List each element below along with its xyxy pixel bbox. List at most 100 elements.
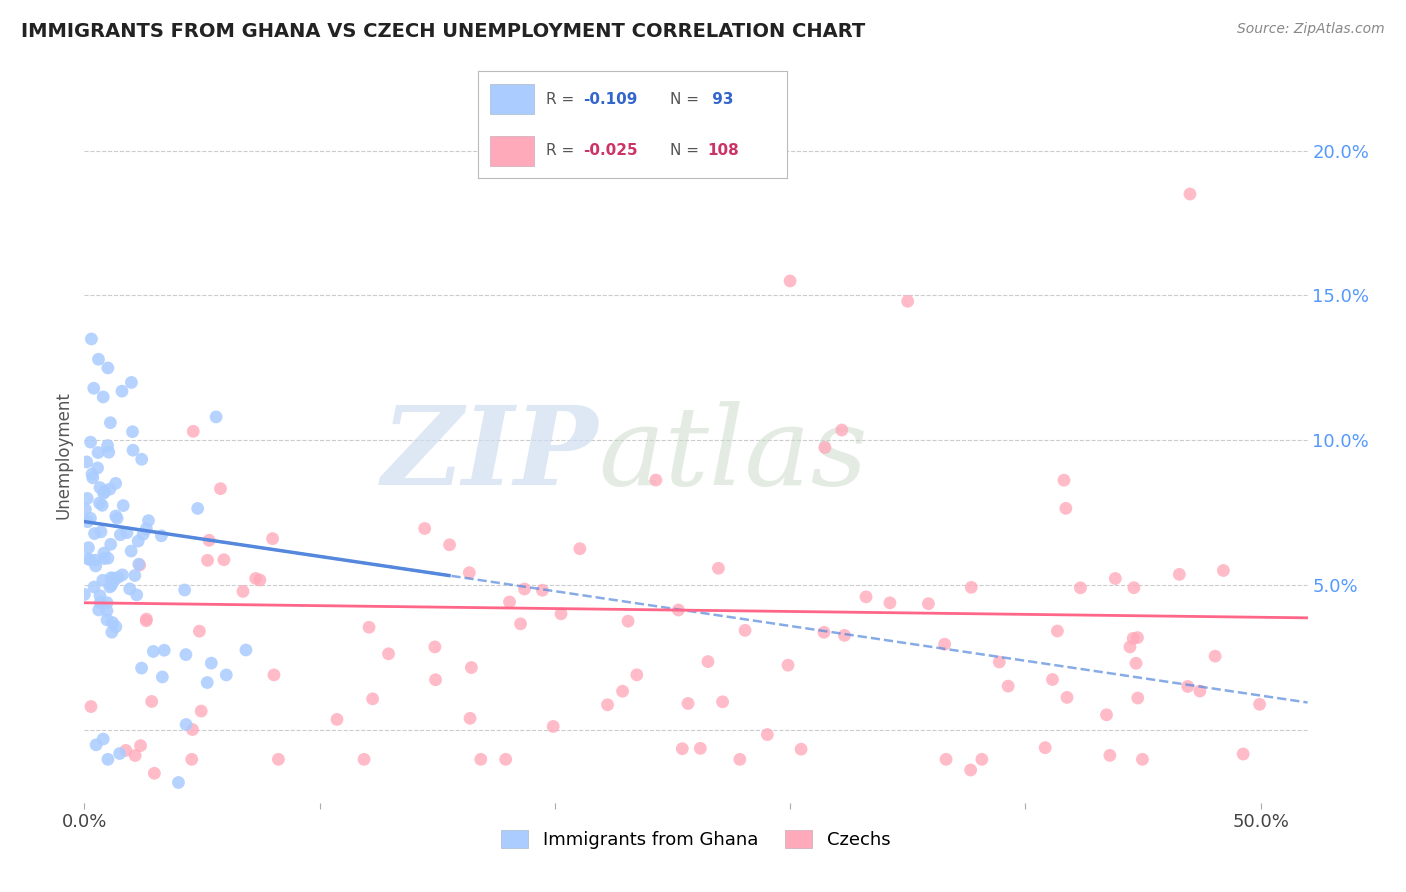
- Point: [181, 723, 204, 737]
- Point: [153, 643, 176, 657]
- Point: [141, 694, 163, 708]
- Point: [80, 332, 103, 346]
- Point: [97, 439, 120, 453]
- Point: [112, 499, 135, 513]
- Point: [513, 582, 536, 596]
- Point: [135, 614, 157, 628]
- Point: [93, 484, 115, 499]
- Point: [212, 553, 235, 567]
- Point: [1126, 691, 1149, 706]
- Point: [98, 580, 121, 594]
- Point: [124, 568, 146, 582]
- Point: [423, 640, 446, 654]
- Point: [1046, 624, 1069, 638]
- Point: [988, 655, 1011, 669]
- Bar: [491, 84, 534, 114]
- Point: [1119, 640, 1142, 654]
- Point: [1042, 673, 1064, 687]
- Point: [707, 561, 730, 575]
- Point: [120, 544, 142, 558]
- Point: [91, 731, 114, 746]
- Point: [897, 294, 920, 309]
- Point: [671, 741, 693, 756]
- Point: [96, 596, 118, 610]
- Point: [115, 743, 138, 757]
- Point: [689, 741, 711, 756]
- Point: [174, 648, 197, 662]
- Point: [80, 699, 103, 714]
- Point: [425, 673, 447, 687]
- Point: [263, 668, 285, 682]
- Point: [1069, 581, 1091, 595]
- Point: [91, 498, 114, 512]
- Point: [262, 532, 284, 546]
- Text: -0.109: -0.109: [583, 92, 637, 107]
- Point: [531, 583, 554, 598]
- Point: [84, 559, 107, 574]
- Point: [120, 376, 142, 390]
- Point: [205, 409, 228, 424]
- Point: [76, 491, 98, 506]
- Point: [125, 588, 148, 602]
- Point: [188, 624, 211, 639]
- Point: [1126, 631, 1149, 645]
- Point: [1168, 567, 1191, 582]
- Point: [711, 695, 734, 709]
- Point: [960, 580, 983, 594]
- Point: [326, 713, 349, 727]
- Point: [959, 763, 981, 777]
- Point: [110, 527, 132, 541]
- Point: [1204, 649, 1226, 664]
- Point: [103, 574, 125, 588]
- Point: [135, 522, 157, 536]
- Point: [93, 551, 115, 566]
- Point: [87, 603, 110, 617]
- Point: [91, 574, 114, 588]
- Point: [198, 533, 221, 548]
- Point: [84, 738, 107, 752]
- Point: [82, 471, 104, 485]
- Point: [1095, 707, 1118, 722]
- Point: [1232, 747, 1254, 761]
- Text: N =: N =: [669, 143, 703, 158]
- Point: [470, 752, 492, 766]
- Text: atlas: atlas: [598, 401, 868, 508]
- Point: [86, 461, 108, 475]
- Point: [934, 637, 956, 651]
- Point: [1053, 473, 1076, 487]
- Point: [100, 571, 122, 585]
- Point: [73, 587, 96, 601]
- Point: [200, 656, 222, 670]
- Point: [84, 553, 107, 567]
- Point: [104, 620, 127, 634]
- Text: Source: ZipAtlas.com: Source: ZipAtlas.com: [1237, 22, 1385, 37]
- Point: [118, 582, 141, 596]
- Point: [1125, 657, 1147, 671]
- Point: [1249, 698, 1271, 712]
- Point: [458, 566, 481, 580]
- Point: [377, 647, 399, 661]
- Point: [879, 596, 901, 610]
- Point: [101, 615, 124, 630]
- Point: [167, 775, 190, 789]
- Point: [728, 752, 751, 766]
- Point: [89, 496, 111, 510]
- Point: [1056, 690, 1078, 705]
- Point: [249, 573, 271, 587]
- Point: [232, 584, 254, 599]
- Point: [173, 582, 195, 597]
- Point: [180, 752, 202, 766]
- Point: [76, 551, 98, 566]
- Point: [97, 752, 120, 766]
- Point: [100, 578, 122, 592]
- Point: [83, 580, 105, 594]
- Point: [1033, 740, 1056, 755]
- Point: [935, 752, 957, 766]
- Point: [997, 679, 1019, 693]
- Point: [174, 717, 197, 731]
- Point: [676, 697, 699, 711]
- Point: [181, 425, 204, 439]
- Point: [128, 557, 150, 571]
- Point: [79, 435, 101, 450]
- Point: [96, 613, 118, 627]
